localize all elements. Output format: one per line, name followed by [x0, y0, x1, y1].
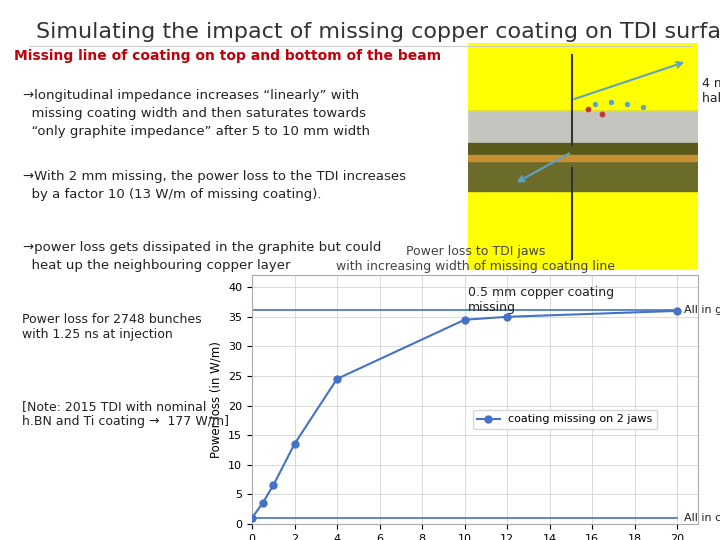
Text: Simulating the impact of missing copper coating on TDI surface: Simulating the impact of missing copper …: [36, 22, 720, 42]
Point: [605, 98, 616, 106]
coating missing on 2 jaws: [672, 308, 681, 314]
Text: 0.5 mm copper coating
missing: 0.5 mm copper coating missing: [468, 286, 614, 314]
Y-axis label: Power loss (in W/m): Power loss (in W/m): [210, 341, 222, 458]
Text: →With 2 mm missing, the power loss to the TDI increases
  by a factor 10 (13 W/m: →With 2 mm missing, the power loss to th…: [23, 171, 406, 201]
Text: →power loss gets dissipated in the graphite but could
  heat up the neighbouring: →power loss gets dissipated in the graph…: [23, 241, 382, 273]
Point: [589, 100, 600, 109]
coating missing on 2 jaws: [290, 441, 299, 447]
Bar: [468, 111, 698, 191]
Title: Power loss to TDI jaws
with increasing width of missing coating line: Power loss to TDI jaws with increasing w…: [336, 245, 615, 273]
Text: Missing line of coating on top and bottom of the beam: Missing line of coating on top and botto…: [14, 49, 441, 63]
coating missing on 2 jaws: [333, 376, 341, 382]
coating missing on 2 jaws: [269, 482, 278, 489]
Point: [582, 105, 593, 113]
Text: →longitudinal impedance increases “linearly” with
  missing coating width and th: →longitudinal impedance increases “linea…: [23, 89, 370, 138]
Legend: coating missing on 2 jaws: coating missing on 2 jaws: [473, 410, 657, 429]
Text: 4 mm
half gap: 4 mm half gap: [702, 77, 720, 105]
Point: [596, 109, 608, 118]
Text: All in graphite: All in graphite: [683, 305, 720, 315]
Point: [621, 100, 633, 109]
coating missing on 2 jaws: [258, 500, 267, 507]
Line: coating missing on 2 jaws: coating missing on 2 jaws: [248, 307, 680, 521]
coating missing on 2 jaws: [503, 314, 511, 320]
coating missing on 2 jaws: [248, 515, 256, 521]
Text: [Note: 2015 TDI with nominal
h.BN and Ti coating →  177 W/m]: [Note: 2015 TDI with nominal h.BN and Ti…: [22, 400, 229, 428]
Point: [637, 103, 649, 111]
Bar: [468, 156, 698, 161]
Bar: [468, 143, 698, 157]
Text: All in copper: All in copper: [683, 513, 720, 523]
Text: Power loss for 2748 bunches
with 1.25 ns at injection: Power loss for 2748 bunches with 1.25 ns…: [22, 313, 201, 341]
coating missing on 2 jaws: [460, 316, 469, 323]
Bar: [468, 111, 698, 145]
